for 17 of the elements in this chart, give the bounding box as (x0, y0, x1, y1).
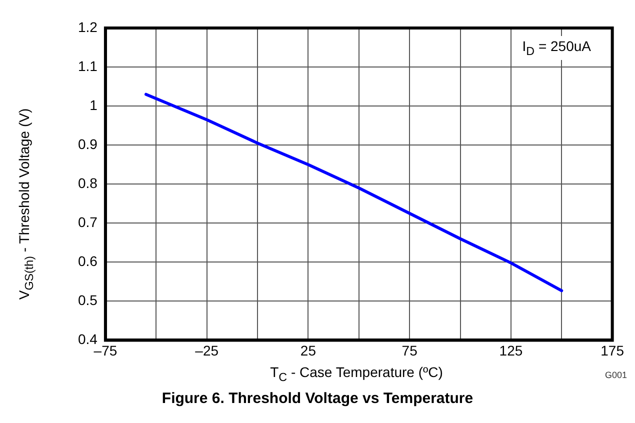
x-tick-label: 125 (499, 342, 523, 358)
y-tick-label: 1.1 (78, 58, 98, 74)
annotation: I$_{D}$ = 250uA (516, 36, 597, 60)
x-axis-title: T$_{C}$ - Case Temperature (ºC) (270, 364, 443, 384)
x-tick-label: 75 (402, 342, 418, 358)
y-tick-label: 0.7 (78, 214, 98, 230)
y-tick-label: 1.2 (78, 18, 98, 35)
x-tick-label: 175 (600, 342, 624, 358)
y-tick-label: 0.9 (78, 136, 98, 152)
y-tick-label: 0.8 (78, 174, 98, 191)
y-tick-label: 1 (90, 96, 98, 113)
y-tick-label: 0.5 (78, 292, 98, 308)
y-tick-label: 0.6 (78, 253, 98, 270)
text: G001 (604, 370, 627, 380)
x-tick-label: 25 (300, 342, 316, 358)
x-tick-label: –25 (195, 342, 219, 358)
text: Figure 6. Threshold Voltage vs Temperature (160, 390, 474, 407)
